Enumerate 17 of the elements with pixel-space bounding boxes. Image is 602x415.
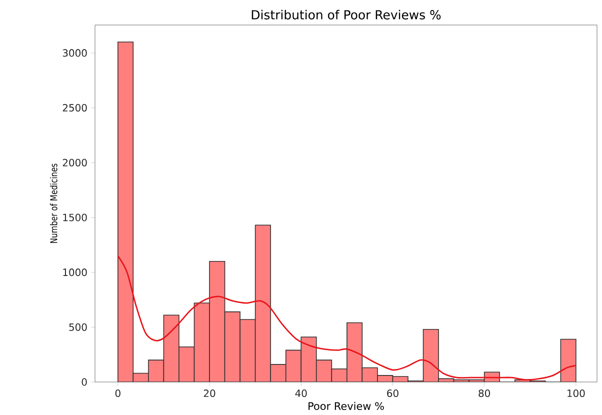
y-tick-label: 3000 <box>62 49 87 57</box>
y-tick-label: 2500 <box>62 104 87 112</box>
chart-title: Distribution of Poor Reviews % <box>252 10 441 20</box>
y-tick-label: 2000 <box>62 158 87 166</box>
x-tick-label: 40 <box>295 389 307 398</box>
x-axis-title: Poor Review % <box>308 402 384 410</box>
x-tick-label: 0 <box>115 389 120 398</box>
x-tick-label: 100 <box>568 389 585 398</box>
x-tick-label: 20 <box>204 389 216 398</box>
y-axis-title: Number of Medicines <box>50 164 58 243</box>
x-tick-label: 80 <box>478 389 490 398</box>
y-tick-label: 1500 <box>63 214 87 222</box>
y-tick-label: 500 <box>69 323 87 331</box>
y-tick-label: 1000 <box>63 268 87 276</box>
y-tick-label: 0 <box>82 378 87 386</box>
x-tick-label: 60 <box>387 389 398 398</box>
line-series <box>117 255 577 381</box>
